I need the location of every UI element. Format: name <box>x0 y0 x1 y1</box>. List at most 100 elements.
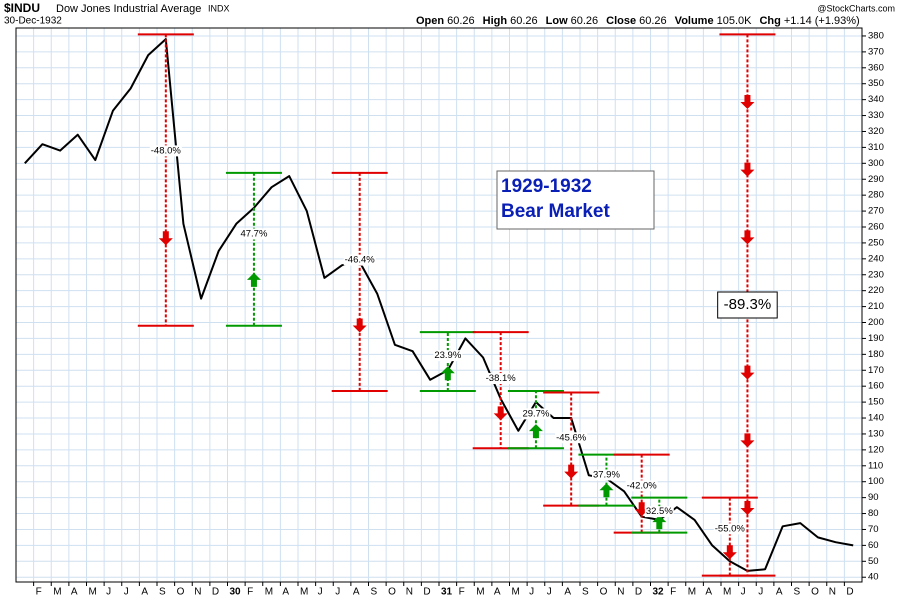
x-tick-label: 32 <box>653 587 665 598</box>
title-box-text: Bear Market <box>501 201 610 222</box>
measure-label: -42.0% <box>625 480 658 492</box>
measure-label-text: 37.9% <box>593 470 620 481</box>
x-tick-label: O <box>600 587 608 598</box>
exchange: INDX <box>208 3 230 13</box>
measure-label: 32.5% <box>644 506 674 517</box>
y-tick-label: 380 <box>868 30 884 41</box>
y-tick-label: 340 <box>868 94 884 105</box>
x-tick-label: O <box>811 587 819 598</box>
label-box <box>555 432 588 444</box>
title-box-frame <box>496 170 655 230</box>
label-box <box>239 228 269 240</box>
x-tick-label: S <box>371 587 378 598</box>
x-tick-label: J <box>318 587 323 598</box>
label-box <box>591 469 621 481</box>
x-tick-label: M <box>512 587 520 598</box>
x-tick-label: J <box>529 587 534 598</box>
measure-label-text: 23.9% <box>434 350 461 361</box>
y-tick-label: 170 <box>868 365 884 376</box>
quote-value: 60.26 <box>447 15 475 27</box>
y-tick-label: 310 <box>868 142 884 153</box>
label-box <box>521 408 551 420</box>
quote-value: 105.0K <box>717 15 753 27</box>
arrow <box>740 365 755 380</box>
y-tick-label: 220 <box>868 285 884 296</box>
arrow <box>528 424 543 439</box>
y-tick-label: 300 <box>868 158 884 169</box>
arrow <box>740 500 755 515</box>
index-name: Dow Jones Industrial Average <box>56 3 201 15</box>
plot-border <box>15 27 863 583</box>
x-tick-label: A <box>564 587 571 598</box>
measure-label-text: -48.0% <box>151 145 182 156</box>
measure-label-text: 29.7% <box>522 408 549 419</box>
quote-value: 60.26 <box>510 15 538 27</box>
y-tick-label: 280 <box>868 190 884 201</box>
x-tick-label: J <box>335 587 340 598</box>
measure-label: -89.3% <box>717 291 778 319</box>
y-tick-label: 370 <box>868 46 884 57</box>
x-tick-label: F <box>670 587 676 598</box>
arrow <box>740 433 755 448</box>
quote-label: Low <box>546 15 568 27</box>
price-line <box>24 38 854 572</box>
title-box-text: 1929-1932 <box>501 176 592 197</box>
quote-label: Volume <box>675 15 714 27</box>
label-box <box>625 480 658 492</box>
arrow <box>440 366 455 381</box>
x-tick-label: M <box>723 587 731 598</box>
quote-value: 60.26 <box>571 15 599 27</box>
label-box <box>717 291 778 319</box>
y-tick-label: 140 <box>868 413 884 424</box>
measure-label: -55.0% <box>713 523 746 534</box>
measure-label-text: -38.1% <box>486 373 517 384</box>
x-tick-label: F <box>247 587 253 598</box>
arrow <box>246 272 261 287</box>
quote-label: Chg <box>759 15 780 27</box>
x-tick-label: J <box>547 587 552 598</box>
quote-label: High <box>483 15 508 27</box>
y-tick-label: 90 <box>868 492 879 503</box>
arrow <box>740 230 755 245</box>
label-box <box>343 254 376 266</box>
y-tick-label: 80 <box>868 508 879 519</box>
x-tick-label: A <box>71 587 78 598</box>
quote-label: Open <box>416 15 444 27</box>
x-tick-label: A <box>353 587 360 598</box>
x-tick-label: J <box>741 587 746 598</box>
arrow <box>722 545 737 560</box>
arrow <box>564 464 579 479</box>
measure-label: -45.6% <box>555 432 588 444</box>
y-tick-label: 180 <box>868 349 884 360</box>
x-tick-label: J <box>758 587 763 598</box>
y-tick-label: 320 <box>868 126 884 137</box>
arrow <box>599 483 614 498</box>
x-tick-label: A <box>141 587 148 598</box>
y-tick-label: 190 <box>868 333 884 344</box>
y-tick-label: 160 <box>868 381 884 392</box>
measure-label: -46.4% <box>343 254 376 266</box>
x-tick-label: J <box>106 587 111 598</box>
x-tick-label: S <box>794 587 801 598</box>
quote-value: +1.14 (+1.93%) <box>784 15 860 27</box>
x-tick-label: N <box>829 587 836 598</box>
arrow <box>740 95 755 110</box>
arrow <box>158 231 173 246</box>
x-tick-label: O <box>388 587 396 598</box>
x-tick-label: M <box>688 587 696 598</box>
y-tick-label: 210 <box>868 301 884 312</box>
x-tick-label: M <box>476 587 484 598</box>
y-tick-label: 260 <box>868 222 884 233</box>
arrow <box>740 162 755 177</box>
x-tick-label: M <box>300 587 308 598</box>
x-tick-label: M <box>265 587 273 598</box>
y-tick-label: 50 <box>868 556 879 567</box>
arrow <box>652 515 667 530</box>
symbol: $INDU <box>4 1 40 15</box>
y-tick-label: 120 <box>868 444 884 455</box>
measure-label: 37.9% <box>591 469 621 481</box>
x-tick-label: M <box>89 587 97 598</box>
measure-label: 23.9% <box>433 350 463 361</box>
measure-label-text: 32.5% <box>646 506 673 517</box>
